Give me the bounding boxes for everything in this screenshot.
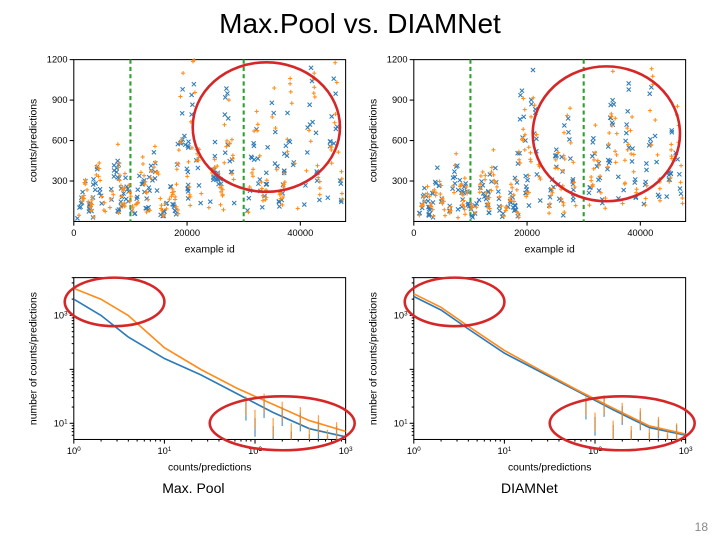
svg-text:20000: 20000 (174, 228, 200, 238)
svg-text:101: 101 (394, 418, 408, 429)
svg-text:100: 100 (67, 446, 81, 457)
svg-text:example id: example id (525, 245, 575, 256)
chart-grid: 300 600 900 1200 0 20000 40000 example id counts… (0, 40, 720, 480)
svg-text:101: 101 (497, 446, 511, 457)
svg-text:600: 600 (52, 136, 68, 146)
svg-text:40000: 40000 (627, 228, 653, 238)
svg-text:101: 101 (157, 446, 171, 457)
svg-text:1200: 1200 (47, 55, 68, 65)
panel-top-right: 300 600 900 1200 0 20000 40000 example id counts… (364, 48, 696, 258)
svg-text:counts/predictions: counts/predictions (168, 463, 252, 474)
svg-text:103: 103 (394, 310, 408, 321)
svg-text:example id: example id (185, 245, 235, 256)
panel-top-left: 300 600 900 1200 0 20000 40000 example id counts… (24, 48, 356, 258)
page-number: 18 (695, 520, 708, 534)
svg-text:0: 0 (411, 228, 416, 238)
svg-text:20000: 20000 (514, 228, 540, 238)
svg-text:0: 0 (71, 228, 76, 238)
svg-text:1200: 1200 (387, 55, 408, 65)
svg-text:40000: 40000 (287, 228, 313, 238)
svg-text:103: 103 (339, 446, 353, 457)
svg-text:900: 900 (392, 95, 408, 105)
panel-bottom-left: 100101102103101103counts/predictionsnumb… (24, 266, 356, 476)
svg-text:number of counts/predictions: number of counts/predictions (368, 292, 379, 425)
svg-text:101: 101 (54, 418, 68, 429)
svg-text:counts/predictions: counts/predictions (508, 463, 592, 474)
footer-labels: Max. Pool DIAMNet (0, 480, 720, 496)
svg-text:100: 100 (407, 446, 421, 457)
svg-text:300: 300 (52, 176, 68, 186)
label-maxpool: Max. Pool (162, 480, 224, 496)
slide-title: Max.Pool vs. DIAMNet (0, 0, 720, 40)
svg-text:number of counts/predictions: number of counts/predictions (28, 292, 39, 425)
svg-text:600: 600 (392, 136, 408, 146)
svg-text:103: 103 (679, 446, 693, 457)
svg-text:900: 900 (52, 95, 68, 105)
label-diamnet: DIAMNet (501, 480, 558, 496)
svg-text:counts/predictions: counts/predictions (28, 99, 39, 183)
svg-text:103: 103 (54, 310, 68, 321)
svg-text:counts/predictions: counts/predictions (368, 99, 379, 183)
panel-bottom-right: 100101102103101103counts/predictionsnumb… (364, 266, 696, 476)
svg-text:300: 300 (392, 176, 408, 186)
